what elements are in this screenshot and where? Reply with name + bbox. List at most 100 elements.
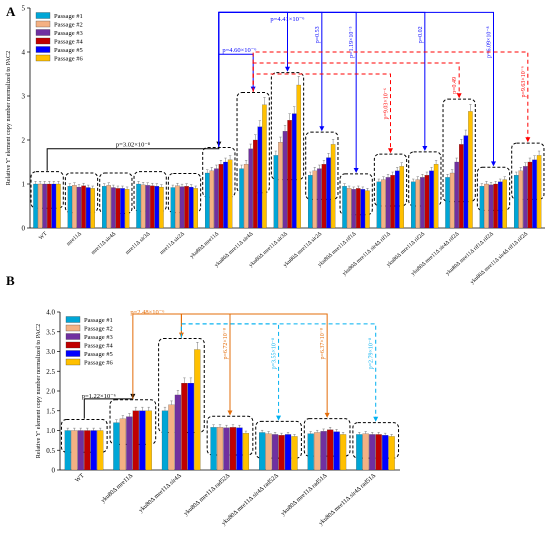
bar	[411, 181, 416, 229]
bar	[527, 161, 533, 229]
bar	[360, 189, 366, 229]
legend-label: Passage #5	[84, 351, 113, 358]
x-tick-label: yku80Δ mre11Δ sir4Δ rad51Δ	[317, 472, 377, 527]
legend-swatch	[35, 54, 51, 62]
bar	[330, 144, 336, 229]
bracket-arrow	[285, 66, 290, 72]
bar	[120, 188, 125, 229]
bar	[532, 159, 537, 229]
legend-label: Passage #3	[54, 30, 83, 37]
bar	[513, 175, 519, 229]
x-tick-label: yku80Δ mre11Δ	[100, 472, 135, 504]
p-value-label: p=1.19×10⁻⁵	[349, 26, 355, 58]
group-box	[339, 173, 373, 216]
bar	[420, 177, 425, 229]
bar	[145, 410, 152, 471]
bar	[229, 427, 237, 471]
bar	[248, 148, 253, 229]
bar	[415, 179, 420, 229]
group-box	[99, 172, 133, 214]
legend-label: Passage #4	[84, 343, 113, 350]
bar	[262, 104, 267, 229]
y-tick-label: 3	[22, 93, 26, 101]
bar	[502, 179, 507, 229]
p-value-label: p=3.02×10⁻⁸	[116, 142, 151, 149]
bar	[271, 434, 279, 471]
bar	[317, 168, 322, 229]
y-tick-label: 1.0	[46, 427, 55, 435]
bar	[139, 410, 146, 471]
bar	[37, 183, 43, 229]
bar	[175, 185, 180, 229]
bar	[236, 427, 243, 471]
bar	[85, 187, 91, 229]
legend-swatch	[35, 20, 51, 28]
bar	[493, 183, 498, 229]
bar	[356, 188, 361, 229]
bar	[284, 434, 292, 471]
x-tick-label: mre11Δ sir3Δ	[125, 231, 152, 256]
bar	[154, 186, 160, 229]
significance-bracket	[252, 51, 529, 139]
legend-label: Passage #2	[54, 22, 83, 29]
x-tick-label: WT	[74, 472, 86, 484]
bar	[214, 168, 219, 229]
legend-label: Passage #3	[84, 334, 113, 341]
bar	[33, 183, 38, 229]
bar	[97, 430, 104, 471]
bar	[47, 183, 52, 229]
bar	[468, 111, 473, 229]
bar	[209, 170, 214, 229]
bar	[278, 435, 285, 471]
bar	[449, 172, 455, 229]
p-value-label: p=9.63×10⁻⁶	[521, 66, 527, 98]
y-tick-label: 0.5	[46, 447, 55, 455]
bracket-arrow	[227, 410, 233, 416]
bar	[84, 430, 91, 471]
group-box	[352, 422, 400, 459]
bar	[77, 430, 84, 471]
y-axis-label: Relative Y' element copy number normaliz…	[35, 324, 42, 459]
bar	[174, 394, 182, 471]
legend-swatch	[65, 350, 81, 357]
p-value-label: p=2.48×10⁻⁶	[130, 309, 164, 316]
bar	[227, 159, 233, 229]
bracket-arrow	[353, 168, 359, 173]
bar	[321, 164, 327, 229]
y-tick-label: 0	[22, 225, 26, 233]
legend-label: Passage #5	[54, 47, 83, 54]
bar	[168, 404, 175, 471]
bar	[181, 383, 188, 471]
bar	[106, 185, 111, 229]
bar	[51, 183, 57, 229]
bracket-arrow	[373, 416, 379, 422]
bar	[90, 430, 97, 471]
x-tick-label: yku80Δ mre11Δ sir4Δ rif1Δ rif2Δ	[469, 230, 530, 286]
bar	[170, 187, 176, 229]
bar	[223, 427, 230, 471]
bar	[463, 135, 469, 229]
bar	[140, 184, 146, 229]
bar	[459, 144, 464, 229]
bar	[314, 432, 321, 471]
bar	[369, 434, 376, 471]
y-tick-label: 2.5	[46, 368, 55, 376]
bar	[115, 188, 121, 229]
bar	[124, 189, 130, 229]
bar	[150, 185, 155, 229]
p-value-label: p=2.79×10⁻⁸	[369, 338, 375, 370]
bar	[184, 186, 189, 229]
x-tick-label: mre11Δ	[66, 231, 83, 248]
bracket-arrow	[491, 161, 496, 167]
bar	[326, 157, 331, 229]
legend-label: Passage #1	[54, 13, 83, 20]
y-tick-label: 2	[22, 137, 26, 145]
x-tick-label: yku80Δ mre11Δ rad52Δ	[182, 472, 231, 517]
legend-swatch	[35, 29, 51, 36]
bar	[518, 170, 523, 229]
bar	[308, 175, 313, 229]
bar	[536, 155, 542, 229]
bar	[81, 185, 86, 229]
p-value-label: p=1.22×10⁻⁶	[82, 393, 116, 400]
p-value-label: p=4.60×10⁻⁶	[222, 47, 256, 54]
